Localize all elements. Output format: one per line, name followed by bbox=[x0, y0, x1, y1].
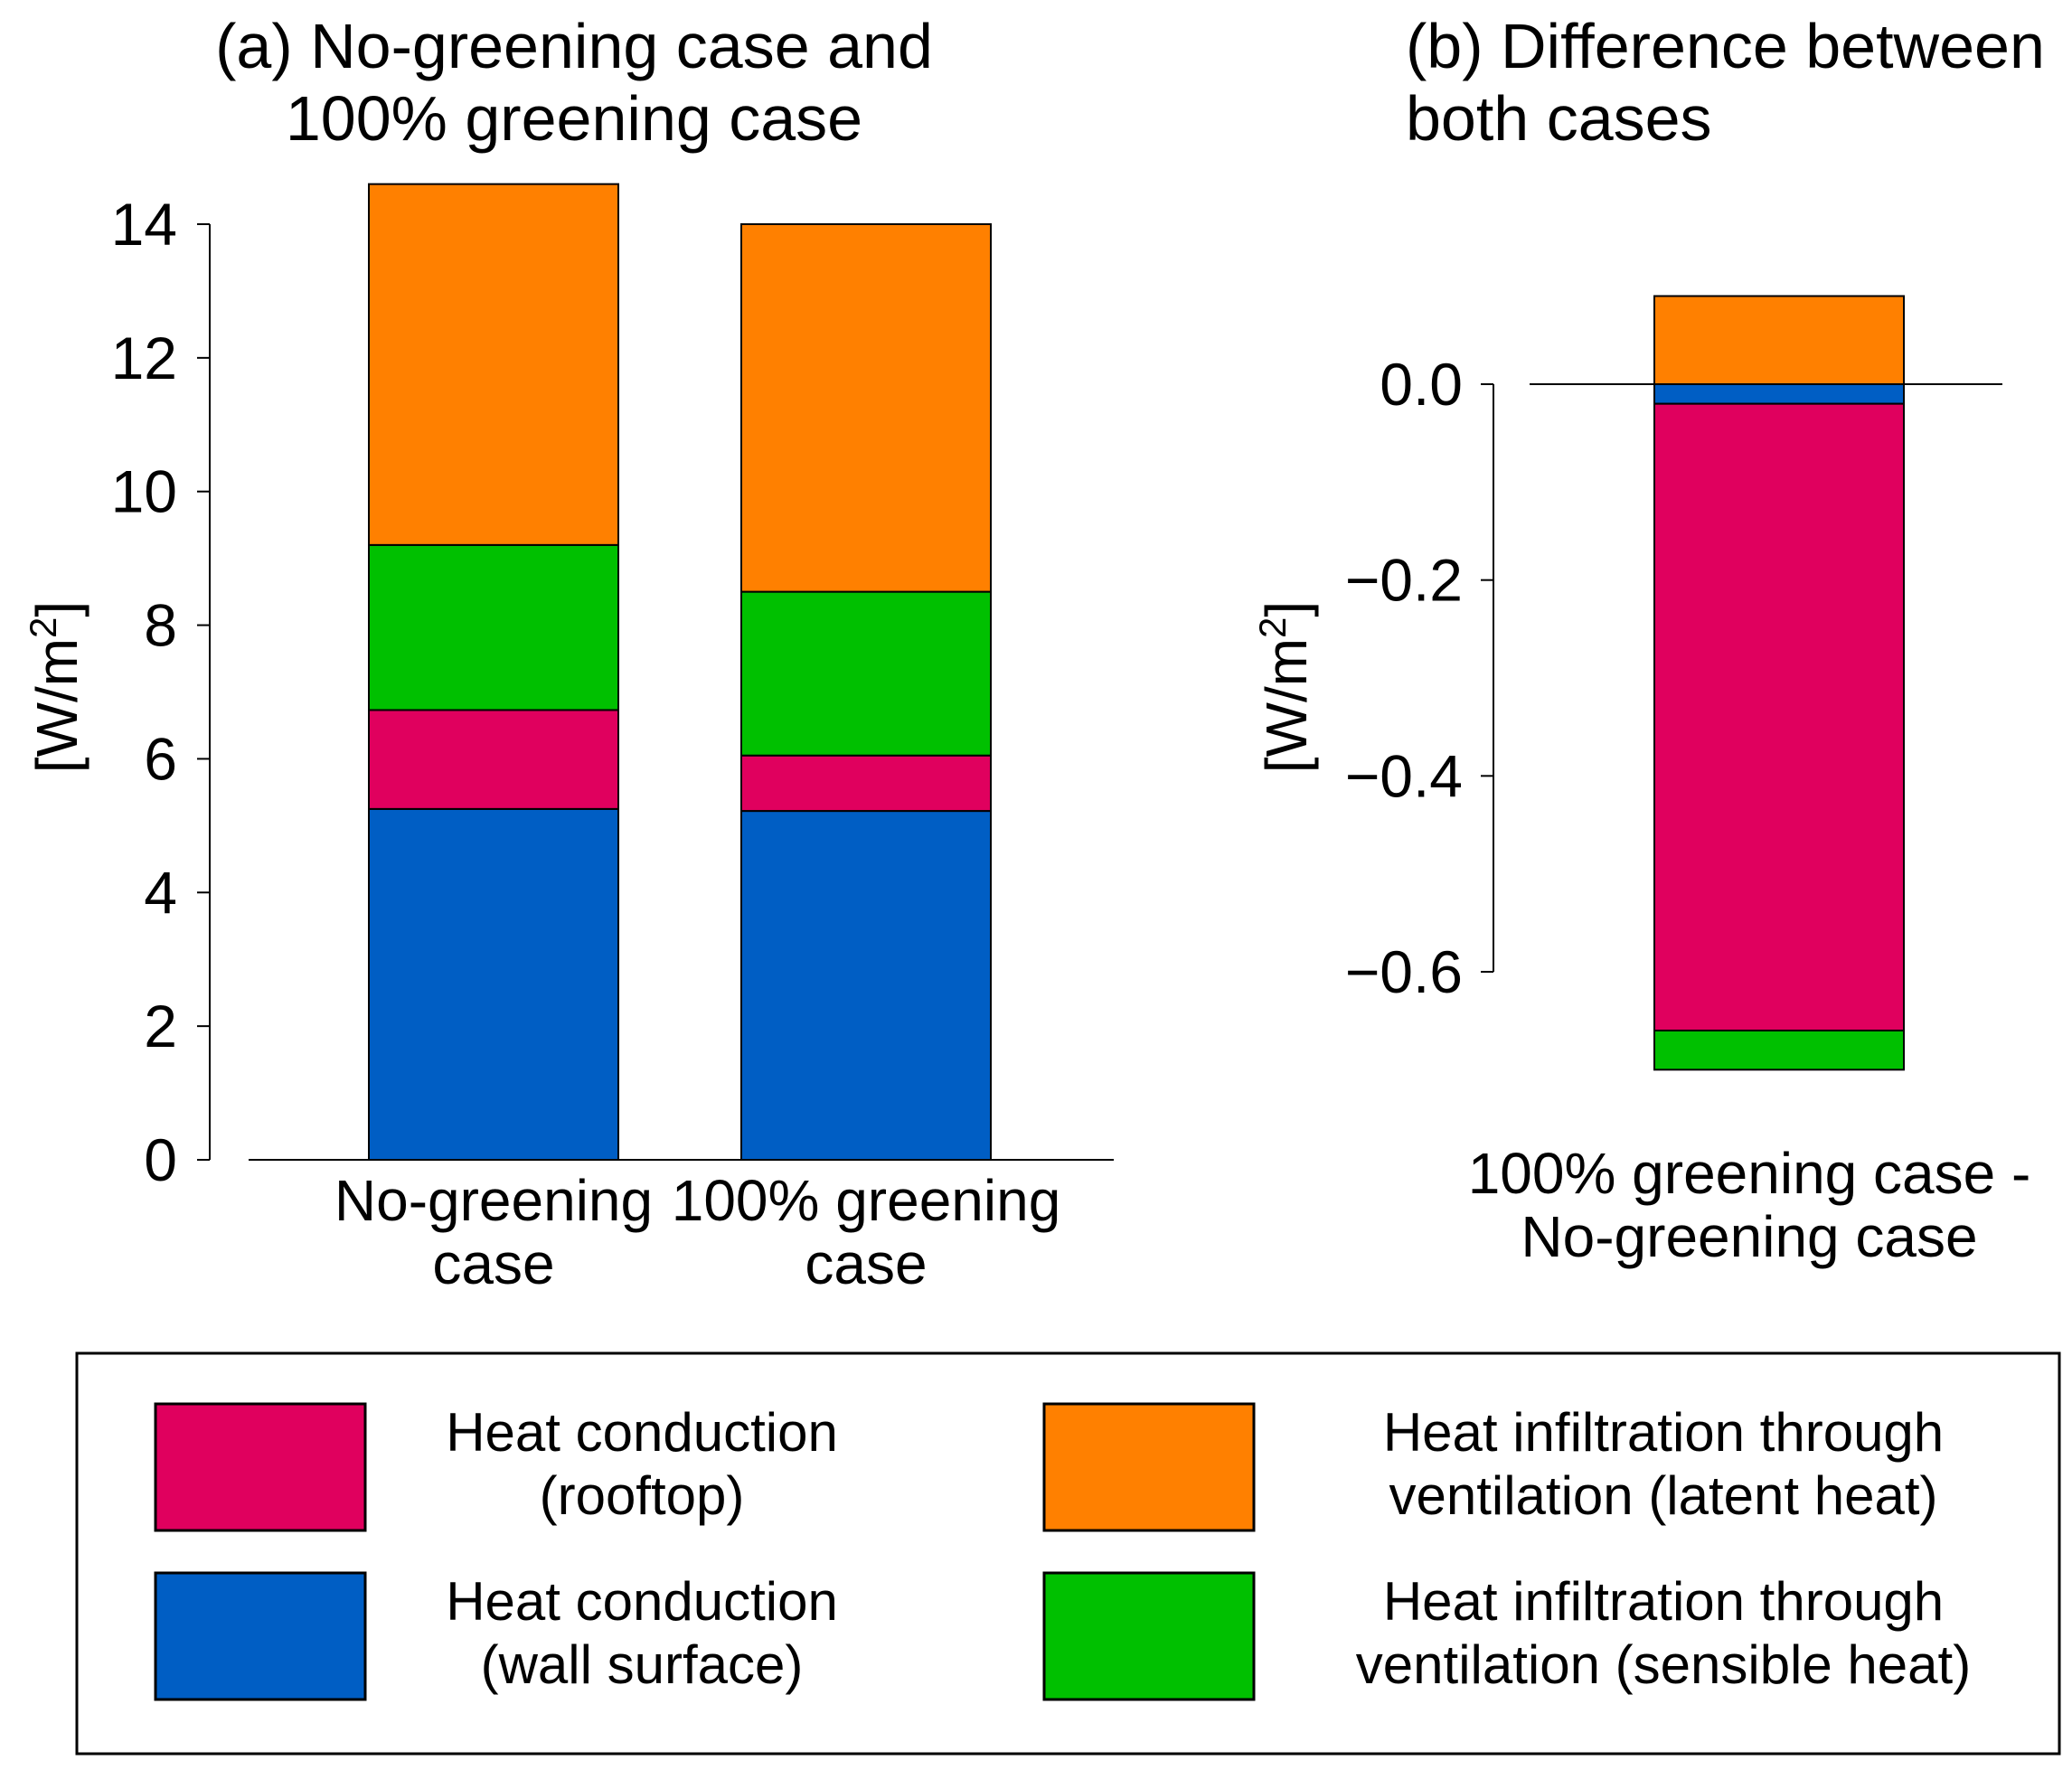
bar-segment-wall bbox=[740, 810, 992, 1161]
y-tick-label: −0.6 bbox=[1345, 938, 1463, 1005]
bar-segment-latent bbox=[368, 183, 619, 546]
panel-a-y-ticks: 0 2 4 6 8 10 12 14 bbox=[111, 191, 210, 1193]
y-tick-label: 6 bbox=[144, 725, 177, 792]
panel-b-y-ticks: 0.0 −0.2 −0.4 −0.6 bbox=[1345, 351, 1493, 1005]
panel-a-y-axis-label: [W/m2] bbox=[22, 601, 90, 773]
bar-segment-sensible bbox=[368, 543, 619, 711]
y-tick-label: 12 bbox=[111, 325, 177, 391]
legend-label: Heat conduction bbox=[446, 1402, 838, 1463]
y-tick-label: 10 bbox=[111, 458, 177, 525]
x-tick-label: No-greening case bbox=[1521, 1204, 1977, 1269]
legend-swatch-latent bbox=[1042, 1402, 1256, 1532]
panel-a-title-line2: 100% greening case bbox=[286, 83, 862, 154]
panel-b-chart: (b) Difference between both cases [W/m2]… bbox=[1251, 11, 2045, 1269]
y-tick-label: 2 bbox=[144, 993, 177, 1059]
legend-label: (wall surface) bbox=[481, 1634, 804, 1695]
legend-swatch-rooftop bbox=[154, 1402, 367, 1532]
legend-label: ventilation (latent heat) bbox=[1389, 1465, 1937, 1526]
legend-label: Heat infiltration through bbox=[1383, 1571, 1944, 1632]
x-tick-label: 100% greening bbox=[672, 1168, 1061, 1233]
y-tick-label: 4 bbox=[144, 859, 177, 926]
bar-segment-wall bbox=[368, 807, 619, 1161]
legend: Heat conduction(rooftop)Heat infiltratio… bbox=[75, 1351, 2061, 1756]
y-tick-label: 8 bbox=[144, 592, 177, 659]
panel-a-chart: (a) No-greening case and 100% greening c… bbox=[22, 11, 1114, 1296]
x-tick-label: case bbox=[432, 1231, 554, 1296]
legend-label: ventilation (sensible heat) bbox=[1356, 1634, 1971, 1695]
panel-b-x-labels: 100% greening case -No-greening case bbox=[1468, 1141, 2031, 1269]
y-tick-label: 14 bbox=[111, 191, 177, 258]
panel-b-title-line2: both cases bbox=[1406, 83, 1712, 154]
bar-segment-sensible bbox=[1653, 1030, 1905, 1071]
panel-b-bars bbox=[1653, 295, 1905, 1071]
x-tick-label: No-greening bbox=[334, 1168, 653, 1233]
bar-segment-wall bbox=[1653, 383, 1905, 405]
panel-a-title-line1: (a) No-greening case and bbox=[215, 11, 933, 81]
panel-b-title-line1: (b) Difference between bbox=[1406, 11, 2045, 81]
bar-segment-rooftop bbox=[368, 709, 619, 810]
panel-a-bars bbox=[368, 183, 992, 1161]
legend-swatch-wall bbox=[154, 1571, 367, 1701]
legend-swatch-sensible bbox=[1042, 1571, 1256, 1701]
bar-segment-rooftop bbox=[740, 754, 992, 813]
bar-segment-latent bbox=[740, 223, 992, 593]
legend-label: Heat infiltration through bbox=[1383, 1402, 1944, 1463]
x-tick-label: case bbox=[805, 1231, 927, 1296]
bar-segment-latent bbox=[1653, 295, 1905, 385]
legend-frame bbox=[75, 1351, 2061, 1756]
y-tick-label: 0 bbox=[144, 1126, 177, 1193]
legend-label: (rooftop) bbox=[540, 1465, 745, 1526]
bar-segment-sensible bbox=[740, 590, 992, 757]
y-tick-label: −0.2 bbox=[1345, 547, 1463, 614]
legend-label: Heat conduction bbox=[446, 1571, 838, 1632]
y-tick-label: 0.0 bbox=[1380, 351, 1463, 418]
y-tick-label: −0.4 bbox=[1345, 742, 1463, 809]
bar-segment-rooftop bbox=[1653, 402, 1905, 1031]
x-tick-label: 100% greening case - bbox=[1468, 1141, 2031, 1206]
panel-b-y-axis-label: [W/m2] bbox=[1251, 601, 1320, 773]
